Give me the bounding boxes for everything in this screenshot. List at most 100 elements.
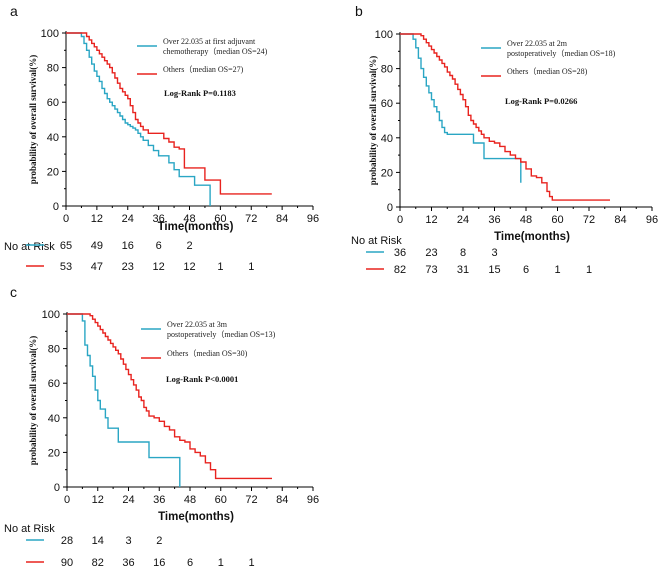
x-tick-label-a: 12	[91, 213, 103, 225]
y-tick-label-b: 40	[381, 133, 393, 145]
survival-curve-b-series-1	[400, 33, 610, 201]
risk-count-a-series-0: 6	[156, 240, 162, 252]
legend-label-a-series-0: chemotherapy（median OS=24)	[163, 47, 268, 56]
x-tick-label-b: 24	[457, 214, 469, 226]
x-tick-label-b: 72	[583, 214, 595, 226]
x-tick-label-c: 96	[307, 494, 319, 506]
survival-curve-a-series-0	[66, 32, 211, 206]
y-tick-label-a: 100	[41, 28, 59, 40]
risk-count-b-series-1: 6	[523, 264, 529, 276]
legend-label-a-series-0: Over 22.035 at first adjuvant	[163, 37, 256, 46]
y-tick-label-a: 20	[47, 166, 59, 178]
x-tick-label-a: 48	[183, 213, 195, 225]
y-tick-label-b: 100	[375, 29, 393, 41]
y-axis-label-a: probability of overall survival(%)	[28, 55, 38, 185]
risk-count-a-series-0: 16	[122, 240, 134, 252]
risk-count-a-series-1: 53	[60, 261, 72, 273]
risk-count-b-series-1: 31	[457, 264, 469, 276]
x-tick-label-a: 72	[245, 213, 257, 225]
x-axis-label-c: Time(months)	[158, 511, 234, 523]
survival-curve-c-series-0	[67, 313, 181, 487]
x-tick-label-b: 84	[614, 214, 626, 226]
x-tick-label-a: 24	[122, 213, 134, 225]
x-tick-label-b: 48	[520, 214, 532, 226]
risk-count-a-series-1: 47	[91, 261, 103, 273]
y-tick-label-c: 60	[48, 378, 60, 390]
y-tick-label-b: 20	[381, 167, 393, 179]
survival-curve-a-series-1	[66, 32, 272, 195]
risk-count-c-series-1: 6	[187, 557, 193, 569]
x-tick-label-c: 48	[184, 494, 196, 506]
risk-count-c-series-1: 90	[61, 557, 73, 569]
pvalue-label-b: Log-Rank P=0.0266	[505, 96, 577, 106]
y-tick-label-c: 100	[42, 309, 60, 321]
pvalue-label-a: Log-Rank P=0.1183	[164, 88, 236, 98]
risk-count-c-series-1: 1	[218, 557, 224, 569]
x-tick-label-c: 0	[64, 494, 70, 506]
risk-count-b-series-0: 8	[460, 247, 466, 259]
risk-count-c-series-1: 1	[248, 557, 254, 569]
panel-label-c: c	[10, 284, 17, 300]
y-tick-label-b: 60	[381, 98, 393, 110]
risk-count-b-series-1: 15	[488, 264, 500, 276]
panel-label-b: b	[355, 3, 363, 19]
risk-count-a-series-1: 12	[183, 261, 195, 273]
y-tick-label-c: 20	[48, 447, 60, 459]
y-tick-label-a: 40	[47, 132, 59, 144]
y-tick-label-c: 0	[54, 482, 60, 494]
y-tick-label-a: 60	[47, 97, 59, 109]
risk-count-a-series-1: 12	[153, 261, 165, 273]
risk-count-a-series-1: 23	[122, 261, 134, 273]
risk-count-a-series-1: 1	[248, 261, 254, 273]
x-tick-label-c: 36	[153, 494, 165, 506]
x-tick-label-a: 60	[214, 213, 226, 225]
risk-count-b-series-1: 82	[394, 264, 406, 276]
legend-label-c-series-1: Others（median OS=30)	[167, 349, 248, 358]
legend-label-c-series-0: Over 22.035 at 3m	[167, 320, 228, 329]
risk-count-b-series-0: 3	[491, 247, 497, 259]
risk-count-b-series-0: 23	[425, 247, 437, 259]
legend-label-b-series-0: postoperatively（median OS=18)	[507, 49, 616, 58]
x-tick-label-c: 84	[276, 494, 288, 506]
x-tick-label-c: 72	[245, 494, 257, 506]
x-tick-label-b: 0	[397, 214, 403, 226]
x-tick-label-a: 96	[307, 213, 319, 225]
x-tick-label-b: 12	[425, 214, 437, 226]
risk-table-title-a: No at Risk	[4, 241, 55, 253]
y-tick-label-b: 80	[381, 64, 393, 76]
risk-table-title-c: No at Risk	[4, 523, 55, 535]
x-tick-label-b: 96	[646, 214, 658, 226]
risk-count-b-series-0: 36	[394, 247, 406, 259]
risk-count-c-series-0: 28	[61, 535, 73, 547]
y-tick-label-b: 0	[387, 202, 393, 214]
legend-label-a-series-1: Others（median OS=27)	[163, 65, 244, 74]
x-tick-label-b: 36	[488, 214, 500, 226]
risk-count-b-series-1: 73	[425, 264, 437, 276]
x-tick-label-b: 60	[551, 214, 563, 226]
y-tick-label-a: 80	[47, 63, 59, 75]
y-axis-label-b: probability of overall survival(%)	[368, 56, 378, 186]
x-axis-label-a: Time(months)	[158, 221, 234, 233]
y-tick-label-c: 80	[48, 344, 60, 356]
survival-curve-c-series-1	[67, 313, 272, 480]
risk-count-c-series-0: 2	[156, 535, 162, 547]
risk-count-c-series-0: 3	[125, 535, 131, 547]
risk-count-a-series-0: 49	[91, 240, 103, 252]
x-axis-label-b: Time(months)	[494, 231, 570, 243]
legend-label-c-series-0: postoperatively（median OS=13)	[167, 330, 276, 339]
risk-count-b-series-1: 1	[586, 264, 592, 276]
y-axis-label-c: probability of overall survival(%)	[28, 336, 38, 466]
risk-count-c-series-1: 36	[122, 557, 134, 569]
risk-count-c-series-1: 16	[153, 557, 165, 569]
legend-label-b-series-0: Over 22.035 at 2m	[507, 39, 568, 48]
x-tick-label-a: 84	[276, 213, 288, 225]
panel-label-a: a	[10, 3, 18, 19]
survival-curve-b-series-0	[400, 33, 522, 183]
risk-count-b-series-1: 1	[554, 264, 560, 276]
risk-count-c-series-0: 14	[92, 535, 104, 547]
y-tick-label-c: 40	[48, 413, 60, 425]
x-tick-label-a: 0	[63, 213, 69, 225]
